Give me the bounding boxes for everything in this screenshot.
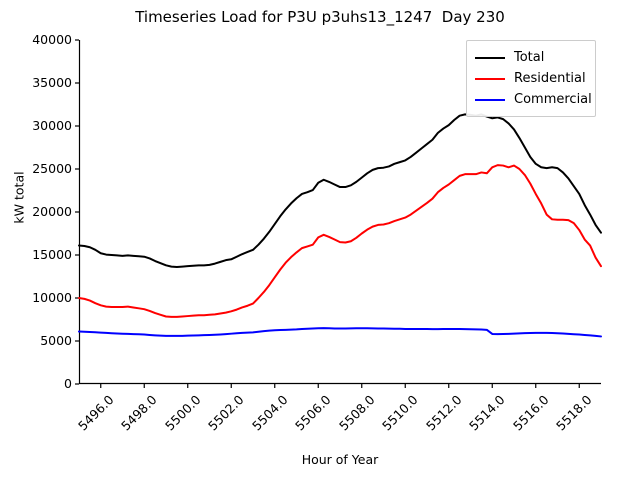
axes-frame [78, 40, 601, 385]
legend-swatch-residential-icon [475, 77, 505, 80]
y-tick-label: 40000 [32, 32, 72, 47]
series-lines [78, 113, 602, 338]
y-tick-marks [75, 39, 79, 385]
x-tick-marks [100, 384, 580, 388]
y-tick-label: 30000 [32, 118, 72, 133]
legend-label: Total [514, 50, 545, 65]
legend-swatch-total-icon [475, 56, 505, 59]
y-tick-label: 5000 [40, 333, 72, 348]
y-tick-label: 10000 [32, 290, 72, 305]
y-tick-label: 0 [64, 376, 72, 391]
legend-swatch-commercial-icon [475, 98, 505, 101]
y-tick-label: 25000 [32, 161, 72, 176]
series-line-commercial [78, 327, 602, 338]
legend-label: Residential [514, 71, 586, 86]
y-tick-label: 15000 [32, 247, 72, 262]
y-tick-label: 20000 [32, 204, 72, 219]
legend-item-residential[interactable]: Residential [475, 68, 587, 89]
chart-legend: Total Residential Commercial [466, 40, 596, 117]
legend-item-commercial[interactable]: Commercial [475, 89, 592, 110]
y-tick-label: 35000 [32, 75, 72, 90]
series-line-total [78, 113, 602, 269]
x-axis-label: Hour of Year [301, 452, 379, 467]
chart-title: Timeseries Load for P3U p3uhs13_1247 Day… [135, 8, 505, 26]
legend-label: Commercial [514, 92, 592, 107]
legend-item-total[interactable]: Total [475, 47, 587, 68]
series-line-residential [78, 164, 602, 318]
y-axis-label: kW total [11, 171, 27, 224]
